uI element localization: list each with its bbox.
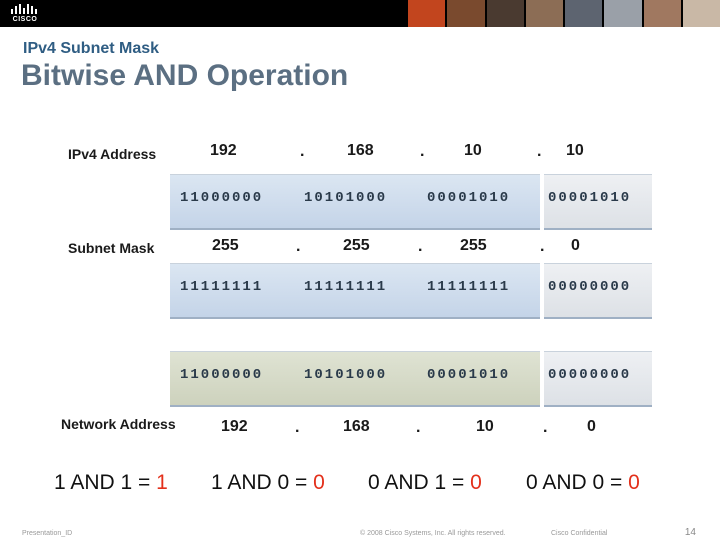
mask-network-band xyxy=(170,263,540,319)
network-result-band xyxy=(170,351,540,407)
ipv4-octet-3: 10 xyxy=(464,142,482,159)
network-binary-1: 11000000 xyxy=(180,367,264,383)
page-number: 14 xyxy=(684,527,696,538)
footer-copyright: © 2008 Cisco Systems, Inc. All rights re… xyxy=(360,530,506,537)
ipv4-binary-1: 11000000 xyxy=(180,190,264,206)
photo-tile xyxy=(643,0,681,27)
slide-title: Bitwise AND Operation xyxy=(21,59,349,92)
octet-dot: . xyxy=(416,419,421,436)
mask-octet-4: 0 xyxy=(571,237,580,254)
network-binary-2: 10101000 xyxy=(304,367,388,383)
mask-binary-1: 11111111 xyxy=(180,279,264,295)
network-binary-4: 00000000 xyxy=(548,367,632,383)
and-rule-1: 1 AND 1 = 1 xyxy=(54,471,168,495)
network-binary-3: 00001010 xyxy=(427,367,511,383)
photo-tile xyxy=(525,0,563,27)
network-address-label: Network Address xyxy=(61,416,176,432)
and-rule-result: 1 xyxy=(156,471,168,494)
mask-binary-4: 00000000 xyxy=(548,279,632,295)
photo-tile xyxy=(565,0,603,27)
people-photo-strip xyxy=(408,0,720,27)
ipv4-address-label: IPv4 Address xyxy=(68,146,157,162)
ipv4-binary-2: 10101000 xyxy=(304,190,388,206)
network-host-band xyxy=(544,351,652,407)
and-rule-result: 0 xyxy=(470,471,482,494)
network-octet-1: 192 xyxy=(221,418,248,435)
mask-octet-2: 255 xyxy=(343,237,370,254)
ipv4-octet-4: 10 xyxy=(566,142,584,159)
octet-dot: . xyxy=(543,419,548,436)
and-rule-4: 0 AND 0 = 0 xyxy=(526,471,640,495)
footer-confidential: Cisco Confidential xyxy=(551,530,608,537)
mask-host-band xyxy=(544,263,652,319)
octet-dot: . xyxy=(295,419,300,436)
and-rule-result: 0 xyxy=(628,471,640,494)
logo-text: CISCO xyxy=(12,16,38,23)
octet-dot: . xyxy=(296,238,301,255)
ipv4-binary-4: 00001010 xyxy=(548,190,632,206)
cisco-logo: CISCO xyxy=(8,3,42,23)
ipv4-octet-1: 192 xyxy=(210,142,237,159)
slide-subtitle: IPv4 Subnet Mask xyxy=(23,40,160,57)
octet-dot: . xyxy=(537,143,542,160)
ipv4-host-band xyxy=(544,174,652,230)
mask-binary-2: 11111111 xyxy=(304,279,388,295)
and-rule-expression: 0 AND 0 = xyxy=(526,471,629,494)
cisco-bars-icon xyxy=(11,4,37,14)
photo-tile xyxy=(408,0,446,27)
octet-dot: . xyxy=(300,143,305,160)
mask-octet-3: 255 xyxy=(460,237,487,254)
photo-tile xyxy=(447,0,485,27)
octet-dot: . xyxy=(420,143,425,160)
network-octet-2: 168 xyxy=(343,418,370,435)
and-rule-2: 1 AND 0 = 0 xyxy=(211,471,325,495)
top-banner: CISCO xyxy=(0,0,720,27)
and-rule-result: 0 xyxy=(313,471,325,494)
photo-tile xyxy=(682,0,720,27)
mask-octet-1: 255 xyxy=(212,237,239,254)
ipv4-binary-3: 00001010 xyxy=(427,190,511,206)
photo-tile xyxy=(486,0,524,27)
ipv4-network-band xyxy=(170,174,540,230)
and-rule-expression: 1 AND 1 = xyxy=(54,471,157,494)
and-rule-3: 0 AND 1 = 0 xyxy=(368,471,482,495)
and-rule-expression: 1 AND 0 = xyxy=(211,471,314,494)
octet-dot: . xyxy=(418,238,423,255)
ipv4-octet-2: 168 xyxy=(347,142,374,159)
mask-binary-3: 11111111 xyxy=(427,279,511,295)
network-octet-3: 10 xyxy=(476,418,494,435)
photo-tile xyxy=(604,0,642,27)
network-octet-4: 0 xyxy=(587,418,596,435)
and-rule-expression: 0 AND 1 = xyxy=(368,471,471,494)
octet-dot: . xyxy=(540,238,545,255)
footer-presentation-id: Presentation_ID xyxy=(22,530,73,537)
subnet-mask-label: Subnet Mask xyxy=(68,240,155,256)
